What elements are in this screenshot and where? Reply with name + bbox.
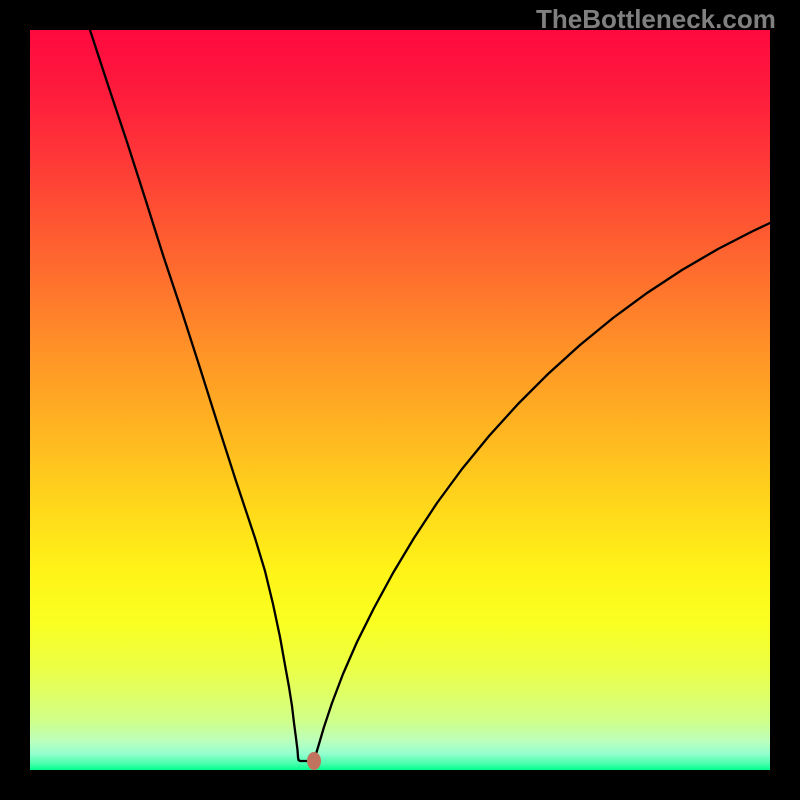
- frame-left: [0, 0, 30, 800]
- frame-bottom: [0, 770, 800, 800]
- plot-area: [30, 30, 770, 770]
- gradient-background: [30, 30, 770, 770]
- frame-right: [770, 0, 800, 800]
- chart-root: TheBottleneck.com: [0, 0, 800, 800]
- minimum-marker: [307, 752, 321, 770]
- plot-svg: [30, 30, 770, 770]
